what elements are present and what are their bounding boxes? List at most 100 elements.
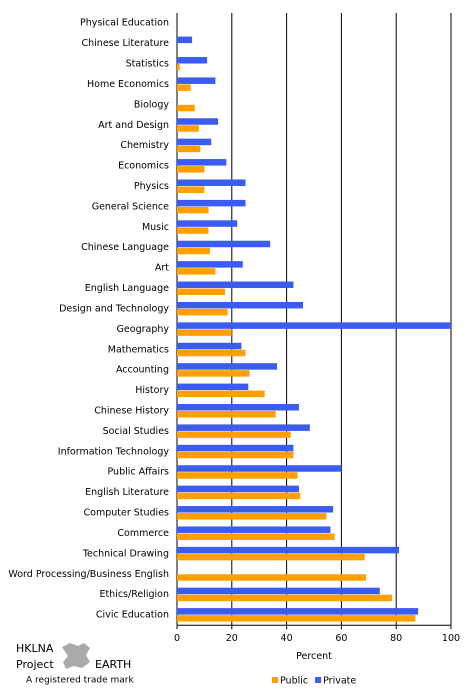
bar	[177, 485, 299, 493]
bar	[177, 57, 208, 64]
y-tick-label: Art	[155, 263, 169, 274]
y-tick-label: Accounting	[116, 365, 169, 376]
y-tick-label: Social Studies	[103, 426, 169, 437]
y-tick-label: English Language	[85, 283, 169, 294]
bar	[177, 615, 416, 622]
bar	[177, 390, 265, 398]
y-tick-label: Chemistry	[120, 140, 169, 151]
x-axis-label: Percent	[296, 651, 332, 662]
bar	[177, 138, 212, 146]
y-tick-label: Chinese Literature	[82, 38, 170, 49]
bar	[177, 186, 205, 193]
logo-text: Project	[16, 658, 54, 671]
bar	[177, 594, 393, 602]
bar	[177, 342, 242, 350]
x-tick-label: 40	[281, 633, 293, 644]
legend-label: Public	[280, 676, 308, 687]
y-tick-label: Ethics/Religion	[99, 589, 169, 600]
x-tick-label: 60	[335, 633, 347, 644]
bar	[177, 506, 334, 513]
bar	[177, 546, 399, 554]
bar	[177, 370, 250, 377]
bar	[177, 410, 276, 418]
bar	[177, 125, 199, 132]
bar	[177, 199, 246, 207]
bar	[177, 281, 294, 289]
y-tick-label: Physics	[134, 181, 169, 192]
y-tick-label: Chinese History	[94, 405, 169, 416]
bar	[177, 431, 291, 438]
bar	[177, 240, 271, 248]
legend-label: Private	[323, 676, 356, 687]
y-tick-label: History	[135, 385, 169, 396]
bar	[177, 444, 294, 452]
bar	[177, 118, 219, 125]
x-tick-label: 100	[442, 633, 460, 644]
y-tick-label: Commerce	[117, 528, 169, 539]
bar	[177, 104, 195, 112]
bar	[177, 145, 201, 153]
y-tick-label: Chinese Language	[81, 242, 169, 253]
bar	[177, 308, 228, 316]
bar	[177, 179, 246, 186]
y-tick-label: General Science	[92, 201, 169, 212]
logo-text: HKLNA	[16, 642, 54, 655]
bar	[177, 533, 335, 540]
bar	[177, 227, 209, 234]
bar	[177, 247, 210, 255]
bar	[177, 383, 249, 391]
bar	[177, 526, 331, 533]
y-tick-label: Art and Design	[98, 120, 169, 131]
bar	[177, 553, 365, 561]
x-tick-label: 80	[390, 633, 402, 644]
bar	[177, 301, 304, 309]
bar	[177, 84, 191, 91]
bar	[177, 206, 209, 214]
y-tick-label: English Literature	[85, 487, 169, 498]
y-tick-label: Economics	[118, 161, 169, 172]
bar	[177, 472, 298, 479]
bar	[177, 403, 299, 411]
bar	[177, 329, 232, 336]
y-tick-label: Public Affairs	[108, 467, 170, 478]
bar	[177, 220, 238, 227]
y-tick-label: Mathematics	[108, 344, 169, 355]
legend-swatch	[272, 677, 278, 683]
logo: HKLNA Project EARTH A registered trade m…	[16, 642, 134, 686]
bar	[177, 492, 301, 500]
y-tick-label: Information Technology	[58, 446, 170, 457]
bar	[177, 36, 193, 44]
bar	[177, 77, 216, 84]
logo-tagline: A registered trade mark	[26, 676, 134, 686]
y-tick-label: Technical Drawing	[82, 548, 169, 559]
bar	[177, 322, 451, 329]
bar	[177, 465, 342, 472]
bar	[177, 574, 367, 581]
logo-graphic	[62, 643, 90, 669]
y-tick-label: Music	[142, 222, 169, 233]
bar	[177, 166, 205, 173]
y-tick-label: Computer Studies	[84, 508, 170, 519]
legend-swatch	[315, 677, 322, 683]
bar	[177, 513, 327, 520]
bar	[177, 349, 246, 357]
bar	[177, 261, 243, 268]
bar	[177, 64, 180, 71]
y-tick-label: Biology	[134, 99, 169, 110]
y-tick-label: Physical Education	[80, 18, 169, 29]
bar	[177, 268, 216, 275]
bar	[177, 587, 380, 595]
y-tick-label: Home Economics	[87, 79, 169, 90]
x-tick-label: 20	[226, 633, 238, 644]
bar	[177, 363, 278, 370]
bar	[177, 608, 419, 615]
logo-text: EARTH	[95, 658, 131, 671]
y-tick-label: Statistics	[126, 59, 169, 70]
bar	[177, 451, 294, 459]
y-tick-label: Design and Technology	[59, 303, 169, 314]
bar	[177, 424, 310, 431]
bar	[177, 288, 225, 296]
y-tick-label: Geography	[117, 324, 170, 335]
y-tick-label: Word Processing/Business English	[8, 569, 169, 580]
